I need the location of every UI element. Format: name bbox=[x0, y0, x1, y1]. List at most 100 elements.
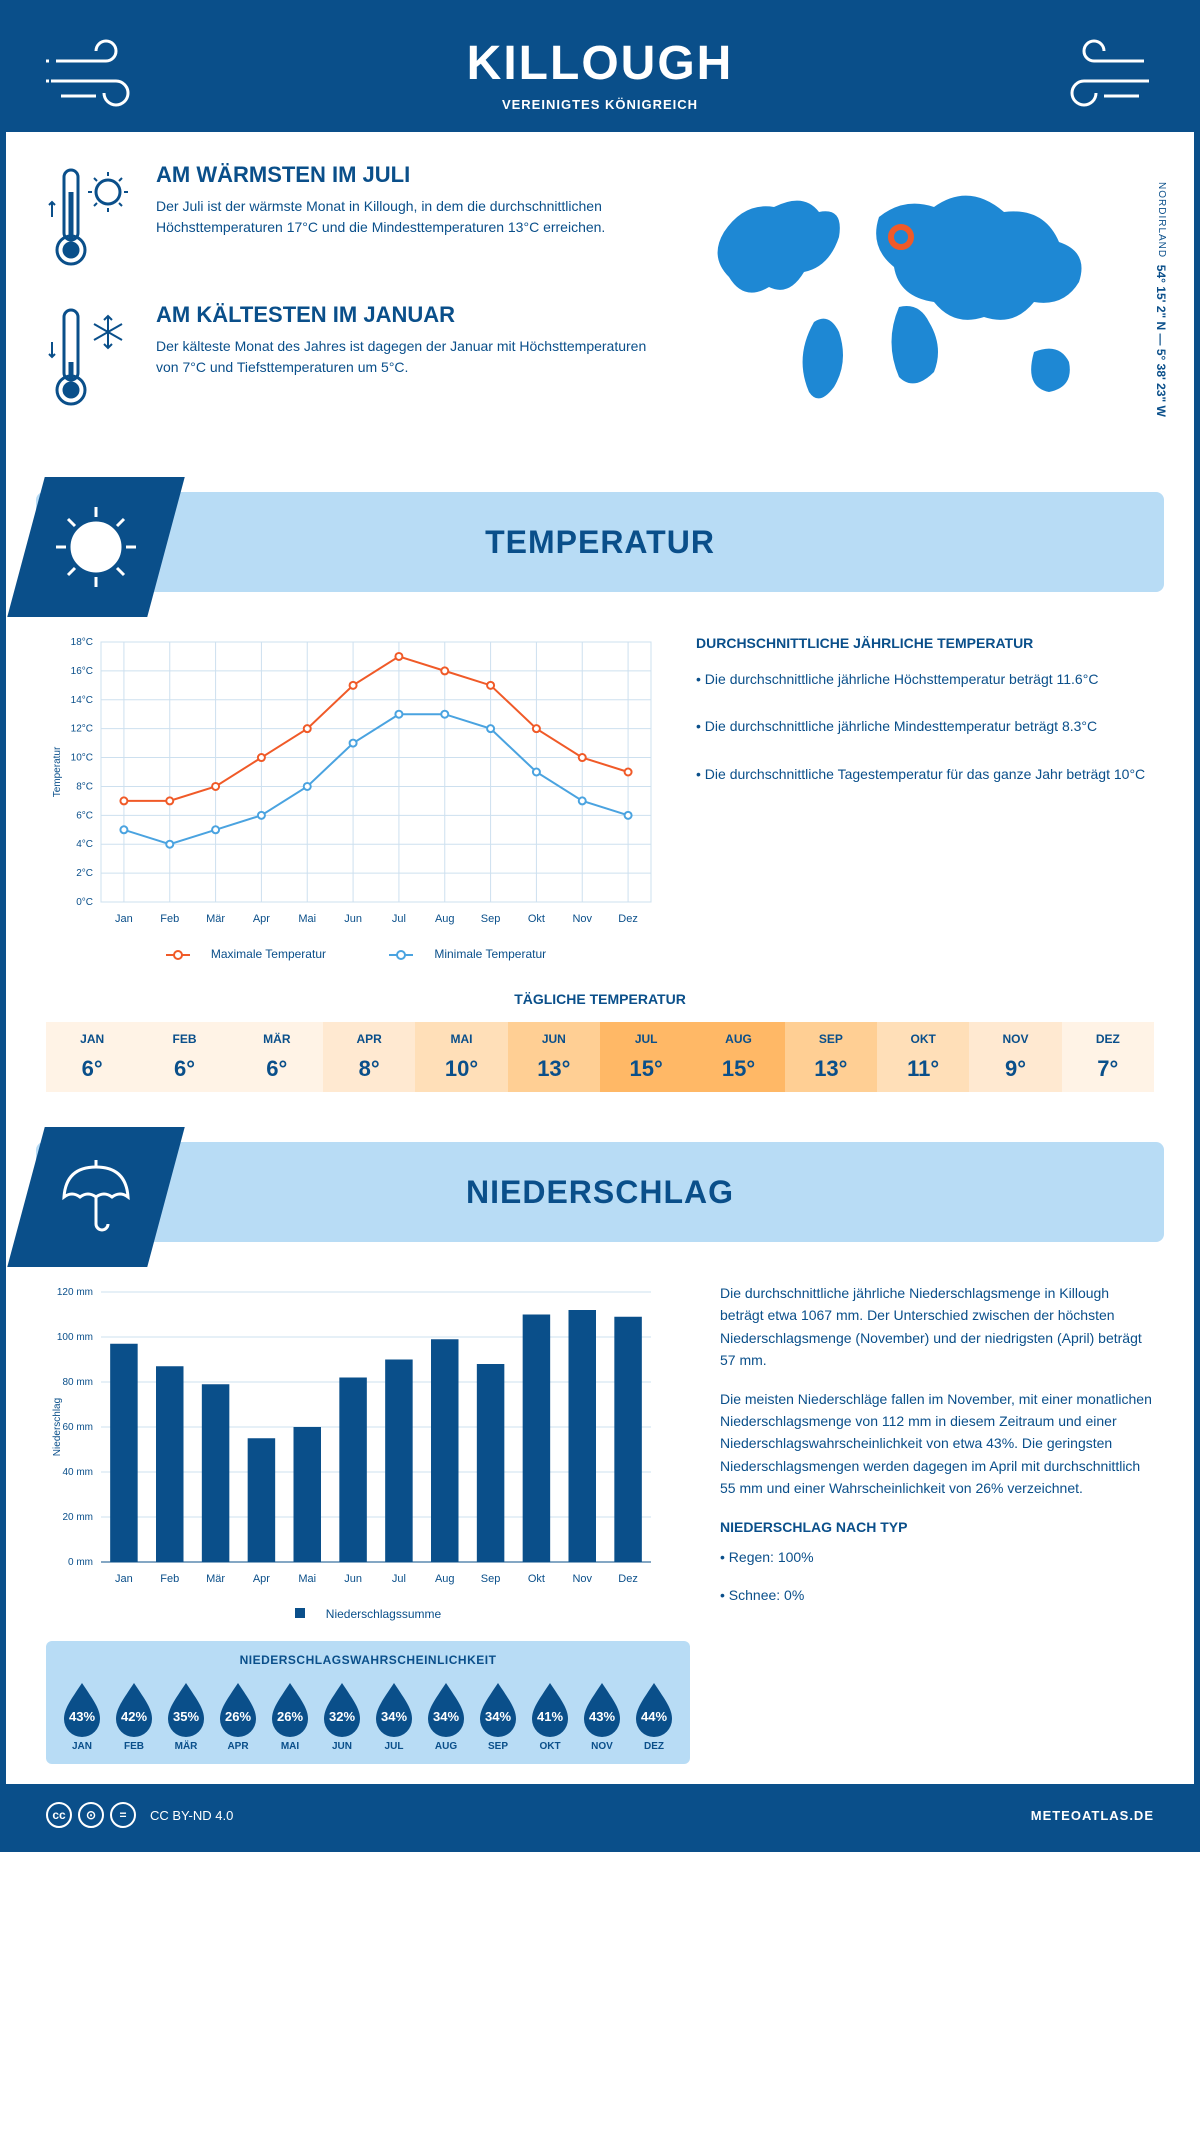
daily-cell: OKT11° bbox=[877, 1022, 969, 1092]
svg-text:Okt: Okt bbox=[528, 1573, 545, 1585]
daily-cell: NOV9° bbox=[969, 1022, 1061, 1092]
precipitation-description: Die durchschnittliche jährliche Niedersc… bbox=[720, 1282, 1154, 1764]
svg-text:Apr: Apr bbox=[253, 1573, 270, 1585]
coordinates: NORDIRLAND 54° 15' 2" N — 5° 38' 23" W bbox=[1154, 182, 1168, 417]
temperature-line-chart: 0°C 2°C 4°C 6°C 8°C 10°C 12°C 14°C 16°C 18°C Jan Fe… bbox=[46, 632, 666, 961]
wind-icon bbox=[46, 36, 156, 116]
svg-text:34%: 34% bbox=[381, 1709, 407, 1724]
page-title: KILLOUGH bbox=[6, 36, 1194, 91]
svg-text:26%: 26% bbox=[277, 1709, 303, 1724]
wind-icon bbox=[1044, 36, 1154, 116]
svg-text:43%: 43% bbox=[69, 1709, 95, 1724]
svg-text:10°C: 10°C bbox=[71, 753, 93, 764]
probability-drop: 32% JUN bbox=[318, 1679, 366, 1752]
svg-text:Feb: Feb bbox=[160, 913, 179, 925]
svg-text:Aug: Aug bbox=[435, 913, 455, 925]
svg-text:40 mm: 40 mm bbox=[62, 1467, 93, 1478]
svg-text:4°C: 4°C bbox=[76, 839, 93, 850]
probability-drop: 35% MÄR bbox=[162, 1679, 210, 1752]
svg-text:Sep: Sep bbox=[481, 1573, 501, 1585]
svg-text:Mär: Mär bbox=[206, 1573, 225, 1585]
intro-section: AM WÄRMSTEN IM JULI Der Juli ist der wär… bbox=[6, 132, 1194, 472]
svg-text:Jan: Jan bbox=[115, 1573, 133, 1585]
thermometer-snow-icon bbox=[46, 302, 136, 417]
svg-text:Jul: Jul bbox=[392, 1573, 406, 1585]
svg-text:34%: 34% bbox=[433, 1709, 459, 1724]
warmest-text: Der Juli ist der wärmste Monat in Killou… bbox=[156, 196, 664, 238]
svg-text:Sep: Sep bbox=[481, 913, 501, 925]
cc-icons: cc⊙= bbox=[46, 1802, 136, 1828]
probability-drop: 41% OKT bbox=[526, 1679, 574, 1752]
svg-text:18°C: 18°C bbox=[71, 637, 93, 648]
svg-text:20 mm: 20 mm bbox=[62, 1512, 93, 1523]
svg-text:0°C: 0°C bbox=[76, 897, 93, 908]
svg-text:2°C: 2°C bbox=[76, 868, 93, 879]
svg-text:Okt: Okt bbox=[528, 913, 545, 925]
section-header-temperature: TEMPERATUR bbox=[36, 492, 1164, 592]
svg-text:32%: 32% bbox=[329, 1709, 355, 1724]
svg-text:14°C: 14°C bbox=[71, 695, 93, 706]
coldest-title: AM KÄLTESTEN IM JANUAR bbox=[156, 302, 664, 328]
svg-text:Nov: Nov bbox=[572, 1573, 592, 1585]
svg-text:Aug: Aug bbox=[435, 1573, 455, 1585]
daily-cell: DEZ7° bbox=[1062, 1022, 1154, 1092]
svg-text:Apr: Apr bbox=[253, 913, 270, 925]
svg-text:12°C: 12°C bbox=[71, 724, 93, 735]
daily-cell: MÄR6° bbox=[231, 1022, 323, 1092]
daily-cell: JUL15° bbox=[600, 1022, 692, 1092]
svg-text:42%: 42% bbox=[121, 1709, 147, 1724]
svg-text:41%: 41% bbox=[537, 1709, 563, 1724]
svg-text:43%: 43% bbox=[589, 1709, 615, 1724]
svg-text:Temperatur: Temperatur bbox=[52, 746, 63, 797]
page-header: KILLOUGH VEREINIGTES KÖNIGREICH bbox=[6, 6, 1194, 132]
daily-temperature-table: TÄGLICHE TEMPERATUR JAN6°FEB6°MÄR6°APR8°… bbox=[6, 981, 1194, 1122]
temperature-description: DURCHSCHNITTLICHE JÄHRLICHE TEMPERATUR •… bbox=[696, 632, 1154, 961]
probability-drop: 43% NOV bbox=[578, 1679, 626, 1752]
daily-cell: JUN13° bbox=[508, 1022, 600, 1092]
daily-cell: MAI10° bbox=[415, 1022, 507, 1092]
probability-drop: 34% AUG bbox=[422, 1679, 470, 1752]
svg-text:Jun: Jun bbox=[344, 1573, 362, 1585]
svg-text:Jan: Jan bbox=[115, 913, 133, 925]
svg-text:26%: 26% bbox=[225, 1709, 251, 1724]
svg-text:Niederschlag: Niederschlag bbox=[52, 1398, 63, 1456]
svg-text:Dez: Dez bbox=[618, 913, 638, 925]
svg-text:Nov: Nov bbox=[572, 913, 592, 925]
daily-cell: AUG15° bbox=[692, 1022, 784, 1092]
warmest-block: AM WÄRMSTEN IM JULI Der Juli ist der wär… bbox=[46, 162, 664, 277]
svg-text:34%: 34% bbox=[485, 1709, 511, 1724]
svg-text:Mai: Mai bbox=[298, 913, 316, 925]
svg-text:16°C: 16°C bbox=[71, 666, 93, 677]
svg-text:Jul: Jul bbox=[392, 913, 406, 925]
svg-text:Mär: Mär bbox=[206, 913, 225, 925]
page-footer: cc⊙= CC BY-ND 4.0 METEOATLAS.DE bbox=[6, 1784, 1194, 1846]
daily-cell: JAN6° bbox=[46, 1022, 138, 1092]
section-title: TEMPERATUR bbox=[485, 524, 715, 561]
precipitation-bar-chart: 0 mm20 mm40 mm60 mm80 mm100 mm120 mmJanF… bbox=[46, 1282, 690, 1621]
daily-cell: APR8° bbox=[323, 1022, 415, 1092]
chart-legend: Niederschlagssumme bbox=[46, 1607, 690, 1621]
thermometer-sun-icon bbox=[46, 162, 136, 277]
section-header-precipitation: NIEDERSCHLAG bbox=[36, 1142, 1164, 1242]
svg-text:120 mm: 120 mm bbox=[57, 1287, 93, 1298]
svg-text:6°C: 6°C bbox=[76, 810, 93, 821]
section-title: NIEDERSCHLAG bbox=[466, 1174, 734, 1211]
umbrella-icon bbox=[7, 1127, 185, 1267]
daily-cell: FEB6° bbox=[138, 1022, 230, 1092]
coldest-text: Der kälteste Monat des Jahres ist dagege… bbox=[156, 336, 664, 378]
precipitation-probability: NIEDERSCHLAGSWAHRSCHEINLICHKEIT 43% JAN … bbox=[46, 1641, 690, 1764]
svg-text:0 mm: 0 mm bbox=[68, 1557, 93, 1568]
svg-text:Feb: Feb bbox=[160, 1573, 179, 1585]
chart-legend: Maximale Temperatur Minimale Temperatur bbox=[46, 947, 666, 961]
page-subtitle: VEREINIGTES KÖNIGREICH bbox=[6, 97, 1194, 112]
svg-text:80 mm: 80 mm bbox=[62, 1377, 93, 1388]
svg-text:Mai: Mai bbox=[298, 1573, 316, 1585]
svg-text:100 mm: 100 mm bbox=[57, 1332, 93, 1343]
probability-drop: 26% MAI bbox=[266, 1679, 314, 1752]
svg-text:35%: 35% bbox=[173, 1709, 199, 1724]
world-map: NORDIRLAND 54° 15' 2" N — 5° 38' 23" W bbox=[694, 162, 1154, 442]
svg-text:8°C: 8°C bbox=[76, 781, 93, 792]
probability-drop: 26% APR bbox=[214, 1679, 262, 1752]
svg-text:Dez: Dez bbox=[618, 1573, 638, 1585]
coldest-block: AM KÄLTESTEN IM JANUAR Der kälteste Mona… bbox=[46, 302, 664, 417]
